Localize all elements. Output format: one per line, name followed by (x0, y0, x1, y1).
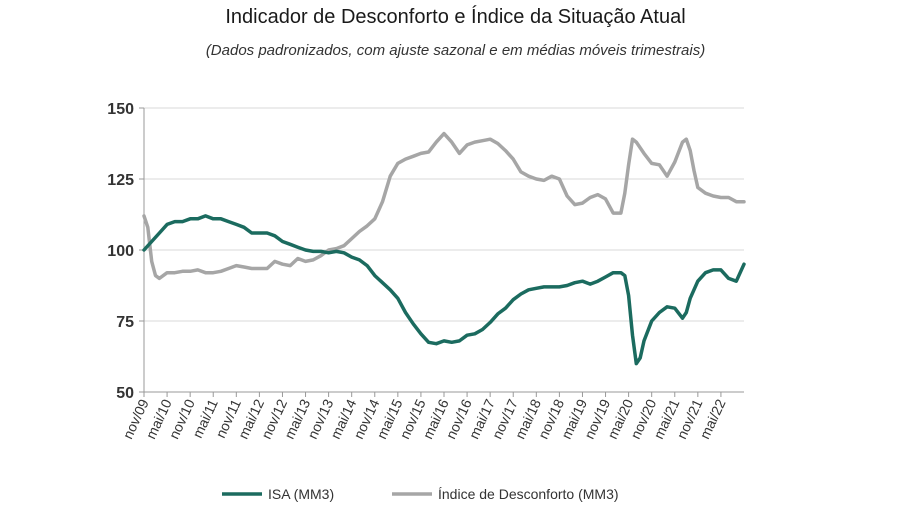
legend-label-isa: ISA (MM3) (268, 486, 334, 502)
ytick-label: 150 (107, 101, 134, 118)
ytick-label: 50 (116, 385, 134, 402)
series-line-desconforto (142, 131, 746, 281)
ytick-label: 125 (107, 172, 134, 189)
chart-title: Indicador de Desconforto e Índice da Sit… (225, 6, 686, 28)
chart-subtitle: (Dados padronizados, com ajuste sazonal … (205, 42, 706, 59)
series-line-isa (142, 214, 746, 366)
legend-item-desconforto: Índice de Desconforto (MM3) (392, 486, 619, 502)
ytick-label: 75 (116, 314, 134, 331)
legend-label-desconforto: Índice de Desconforto (MM3) (438, 486, 619, 502)
ytick-label: 100 (107, 243, 134, 260)
legend-item-isa: ISA (MM3) (222, 486, 334, 502)
